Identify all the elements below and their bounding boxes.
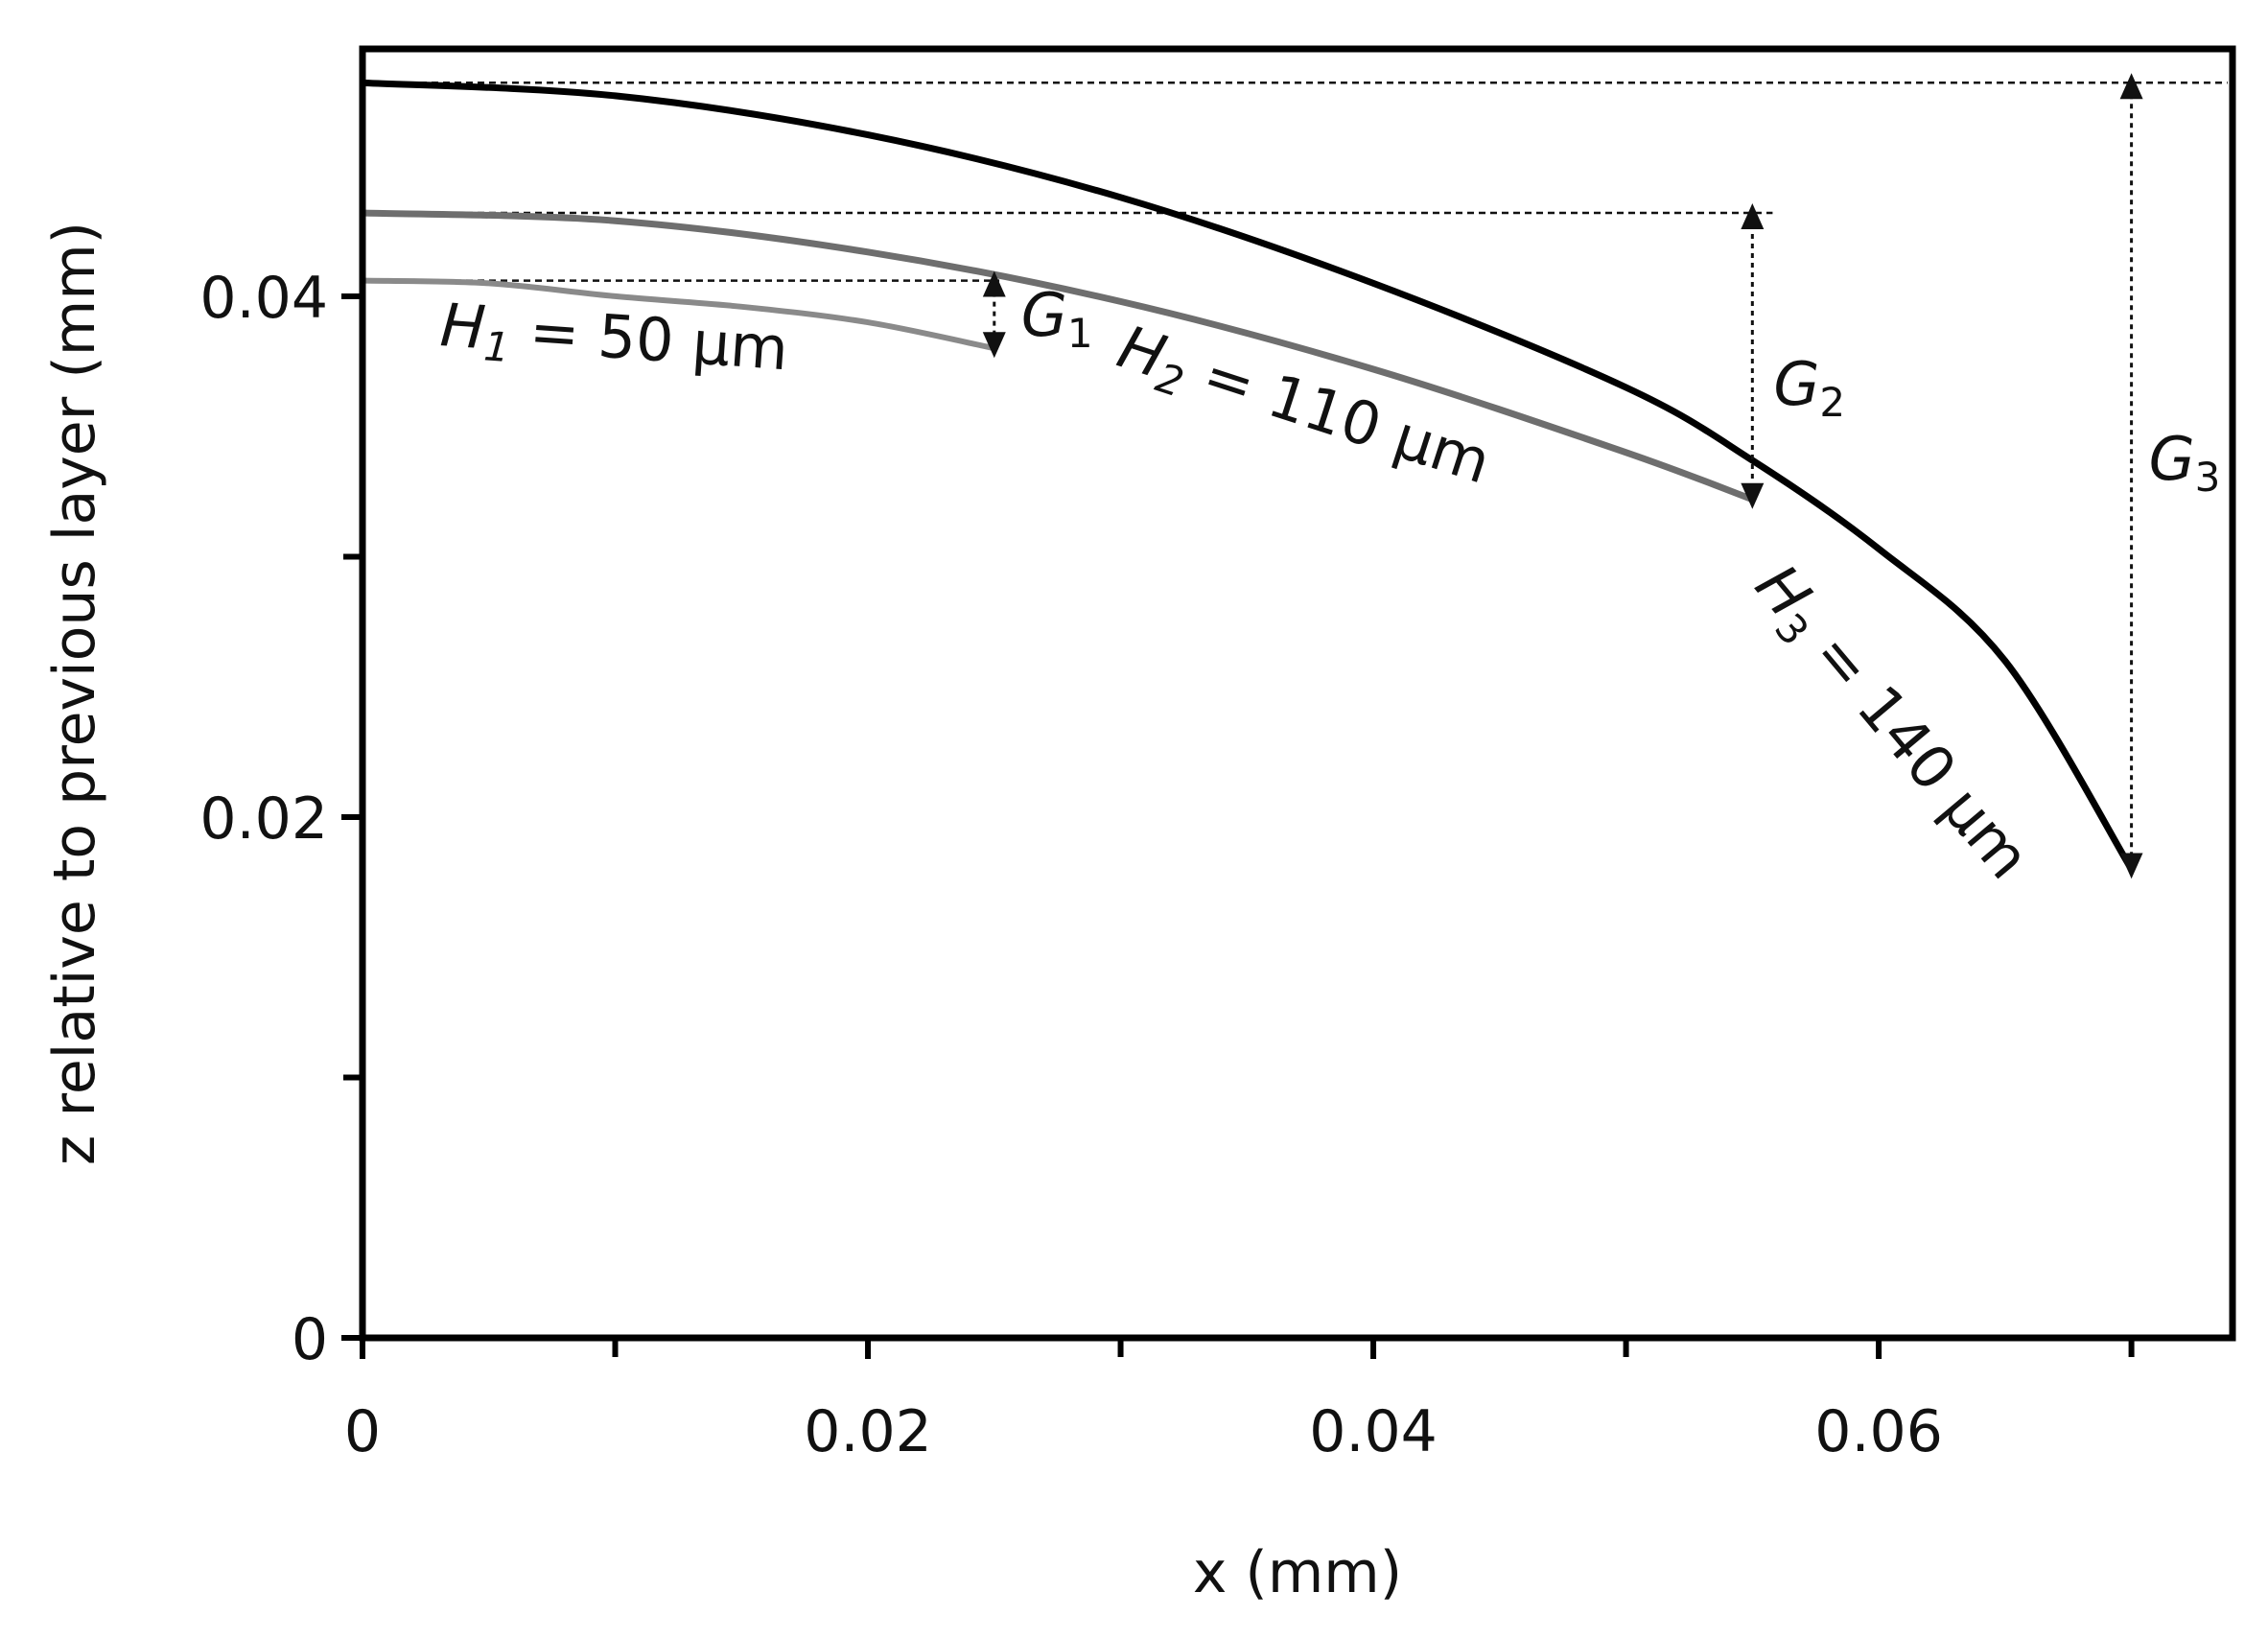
x-axis-title: x (mm) <box>1193 1539 1402 1606</box>
gap-label-g1-sub: 1 <box>1067 310 1093 357</box>
series-label-h2: H2 = 110 µm <box>1108 312 1499 504</box>
gap-label-g1-symbol: G <box>1021 280 1067 350</box>
gap-label-g3: G3 <box>2149 424 2221 501</box>
series-label-h1-sub: 1 <box>482 322 511 371</box>
gap-label-g3-symbol: G <box>2149 424 2195 494</box>
gap-label-g3-sub: 3 <box>2195 454 2221 501</box>
x-tick-label: 0.06 <box>1814 1398 1943 1465</box>
series-curves <box>359 79 2136 873</box>
series-line-h1 <box>360 277 997 352</box>
series-label-h3-rest: = 140 µm <box>1788 605 2045 892</box>
series-line-h2 <box>359 209 1756 503</box>
y-axis-title: z relative to previous layer (mm) <box>41 222 108 1165</box>
series-label-h3: H3 = 140 µm <box>1737 551 2044 897</box>
x-tick-label: 0 <box>344 1398 381 1465</box>
plot-frame <box>359 45 2236 1342</box>
guide-lines <box>362 82 2228 282</box>
gap-label-g1: G1 <box>1021 280 1093 357</box>
x-axis-ticks: 0 0.02 0.04 0.06 <box>344 1338 2135 1465</box>
gap-arrows <box>982 73 2143 879</box>
y-tick-label: 0 <box>292 1306 328 1373</box>
gap-label-g2: G2 <box>1773 349 1845 426</box>
x-tick-label: 0.04 <box>1309 1398 1438 1465</box>
y-axis-ticks: 0 0.02 0.04 <box>199 265 362 1373</box>
series-line-h3 <box>359 79 2136 873</box>
y-tick-label: 0.02 <box>199 785 328 853</box>
y-tick-label: 0.04 <box>199 265 328 332</box>
gap-label-g2-sub: 2 <box>1819 379 1845 426</box>
gap-label-g2-symbol: G <box>1773 349 1819 419</box>
x-tick-label: 0.02 <box>804 1398 932 1465</box>
series-label-h1-symbol: H <box>438 290 488 363</box>
